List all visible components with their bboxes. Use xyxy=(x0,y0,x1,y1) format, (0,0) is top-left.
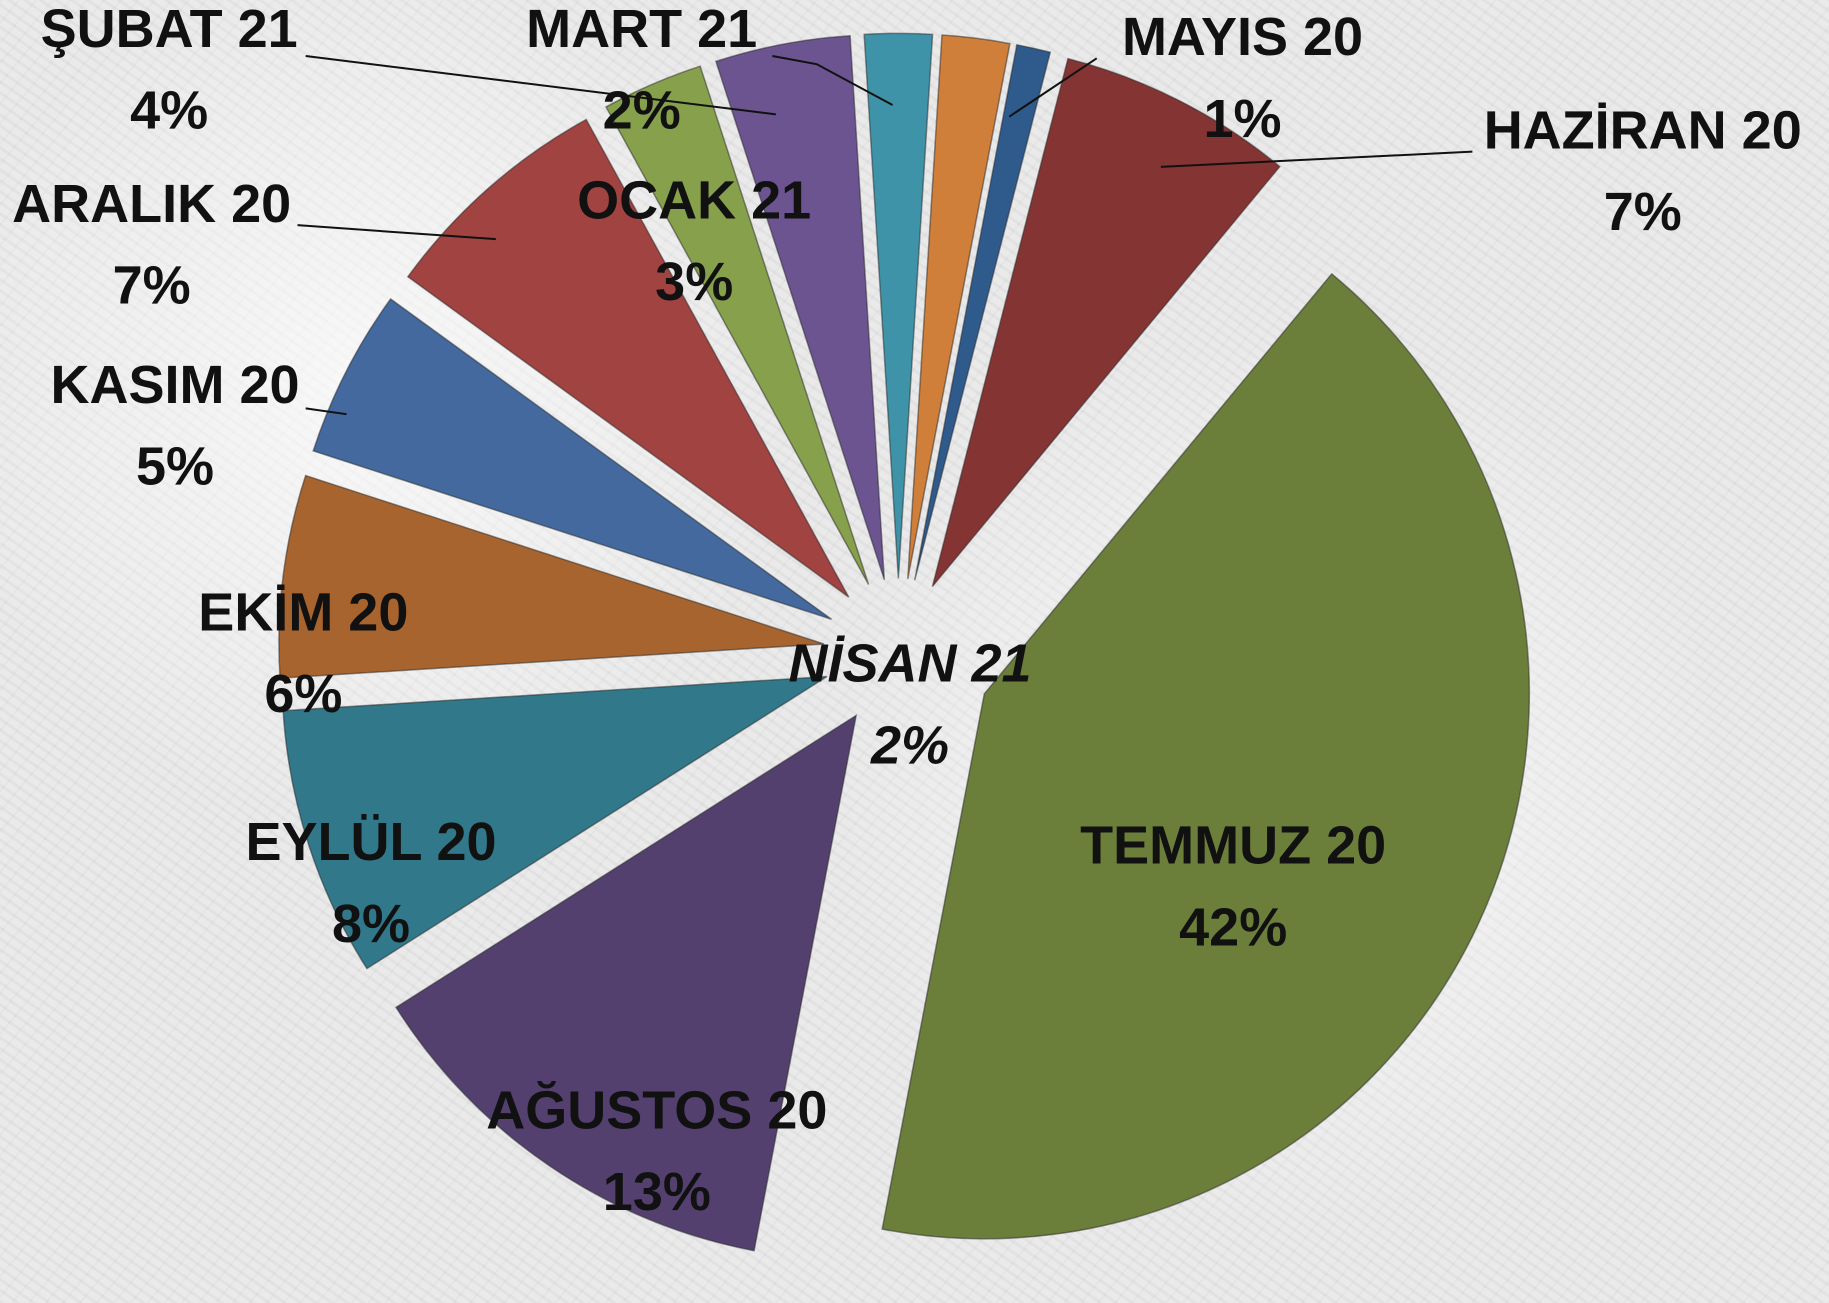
slice-label: TEMMUZ 20 xyxy=(1080,816,1386,876)
slice-label: HAZİRAN 20 xyxy=(1484,100,1802,160)
leader-line xyxy=(1008,57,1098,118)
slice-label: AĞUSTOS 20 xyxy=(486,1080,827,1140)
slice-label: NİSAN 21 xyxy=(788,634,1031,694)
slice-value-label: 3% xyxy=(655,252,733,312)
slice-label: EYLÜL 20 xyxy=(245,812,496,872)
pie-slice xyxy=(395,713,858,1252)
slice-value-label: 7% xyxy=(1604,182,1682,242)
pie-slice xyxy=(278,474,825,679)
pie-slice xyxy=(913,43,1052,581)
slice-label: MART 21 xyxy=(526,0,757,59)
pie-slice xyxy=(907,34,1011,580)
slice-value-label: 2% xyxy=(870,715,949,775)
slice-value-label: 1% xyxy=(1204,89,1282,149)
leader-line xyxy=(305,407,347,416)
leader-line xyxy=(297,224,496,241)
leader-line xyxy=(1160,150,1473,168)
pie-slice xyxy=(604,65,870,585)
slice-value-label: 2% xyxy=(603,81,681,141)
slice-value-label: 4% xyxy=(130,81,208,141)
slice-label: ŞUBAT 21 xyxy=(41,0,298,59)
pie-slice xyxy=(863,32,934,579)
pie-slice xyxy=(406,118,850,598)
slice-label: ARALIK 20 xyxy=(12,174,291,234)
pie-slice xyxy=(312,297,832,621)
slice-label: EKİM 20 xyxy=(198,582,408,642)
slice-value-label: 42% xyxy=(1179,897,1287,957)
slice-value-label: 13% xyxy=(603,1162,711,1222)
slice-value-label: 6% xyxy=(264,664,342,724)
pie-slice xyxy=(881,272,1531,1240)
pie-slice xyxy=(931,57,1281,588)
pie-slice xyxy=(282,675,828,970)
slices xyxy=(278,32,1531,1252)
pie-slice xyxy=(714,34,886,580)
slice-label: MAYIS 20 xyxy=(1122,7,1363,67)
slice-value-label: 8% xyxy=(332,894,410,954)
slice-label: OCAK 21 xyxy=(577,170,811,230)
slice-label: KASIM 20 xyxy=(50,355,299,415)
slice-value-label: 5% xyxy=(136,436,214,496)
slice-value-label: 7% xyxy=(113,256,191,316)
leader-line xyxy=(305,55,776,116)
leader-line xyxy=(772,55,893,106)
